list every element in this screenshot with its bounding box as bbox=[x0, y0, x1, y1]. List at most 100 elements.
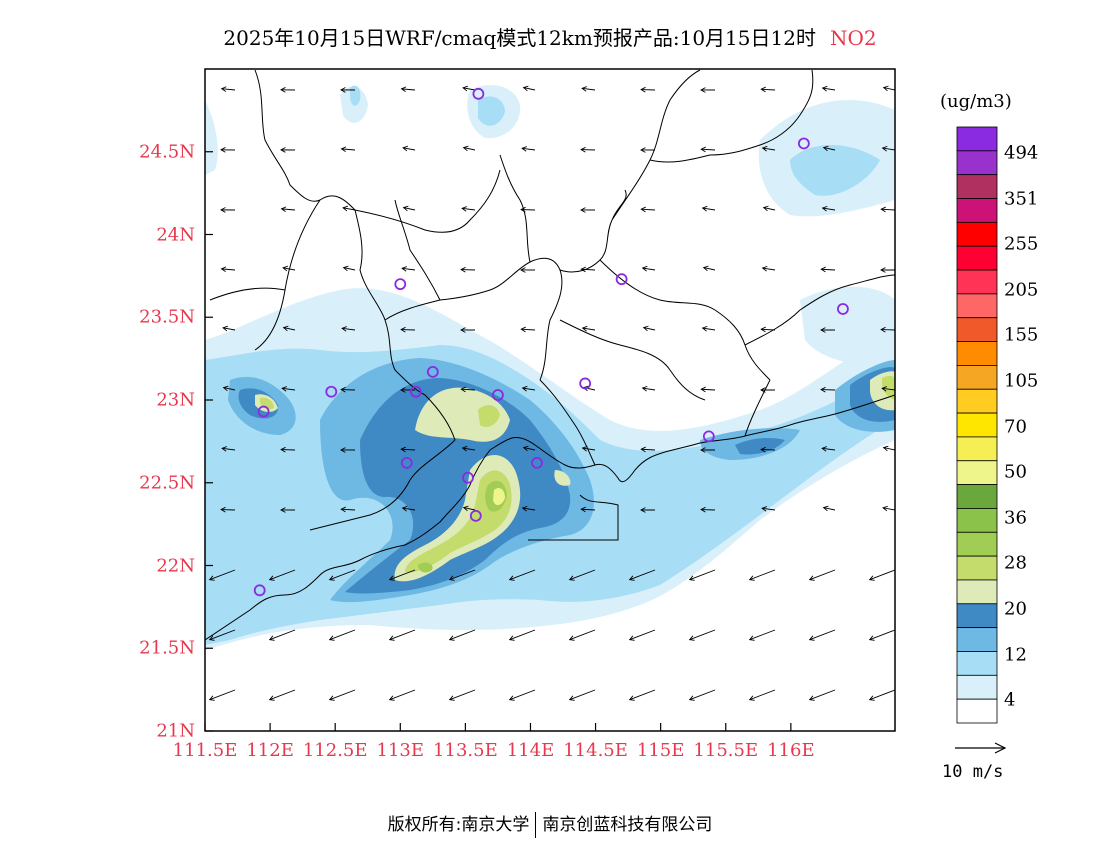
station-marker bbox=[469, 509, 482, 522]
wind-arrow bbox=[508, 569, 536, 581]
wind-arrow bbox=[868, 689, 895, 701]
wind-arrow bbox=[700, 447, 716, 453]
colorbar-swatch bbox=[956, 627, 998, 652]
wind-arrow bbox=[462, 85, 476, 92]
wind-arrow bbox=[761, 506, 776, 512]
latitude-label: 21N bbox=[156, 720, 195, 742]
wind-arrow bbox=[821, 446, 836, 452]
wind-arrow bbox=[641, 265, 656, 272]
wind-reference-arrow bbox=[955, 742, 1007, 754]
copyright-company: 南京创蓝科技有限公司 bbox=[542, 815, 713, 835]
wind-arrow bbox=[700, 87, 716, 93]
station-marker bbox=[410, 385, 422, 398]
wind-arrow bbox=[882, 85, 895, 92]
wind-arrow bbox=[568, 689, 596, 701]
wind-arrow bbox=[401, 505, 416, 512]
colorbar-swatch bbox=[956, 293, 998, 319]
wind-arrow bbox=[701, 325, 716, 332]
concentration-field bbox=[205, 85, 895, 650]
station-marker bbox=[472, 87, 485, 100]
concentration-contour-12 bbox=[478, 96, 505, 126]
colorbar-swatch bbox=[956, 698, 998, 724]
wind-arrow bbox=[640, 446, 656, 453]
wind-arrow bbox=[508, 689, 536, 701]
colorbar-swatch bbox=[956, 174, 998, 199]
wind-arrow bbox=[508, 629, 536, 641]
footer-copyright: 版权所有:南京大学 南京创蓝科技有限公司 bbox=[0, 810, 1100, 838]
wind-arrow bbox=[342, 205, 356, 212]
longitude-label: 113E bbox=[376, 740, 425, 761]
wind-arrow bbox=[222, 325, 236, 332]
wind-arrow bbox=[820, 266, 836, 273]
wind-arrow bbox=[580, 506, 596, 513]
colorbar-swatch bbox=[956, 412, 998, 438]
station-marker bbox=[253, 584, 266, 597]
city-boundary bbox=[209, 169, 706, 531]
wind-arrow bbox=[868, 569, 895, 581]
station-marker bbox=[579, 377, 592, 390]
wind-arrow bbox=[700, 506, 716, 513]
wind-arrow bbox=[820, 386, 836, 393]
wind-arrow bbox=[580, 146, 596, 153]
boundary-lines bbox=[205, 69, 895, 641]
colorbar-label: 255 bbox=[1004, 233, 1039, 255]
wind-arrow bbox=[581, 445, 596, 452]
wind-arrow bbox=[880, 326, 895, 333]
wind-arrow bbox=[340, 146, 356, 153]
colorbar-swatch bbox=[956, 674, 998, 700]
latitude-label: 24N bbox=[156, 224, 195, 245]
wind-arrow bbox=[880, 267, 895, 273]
wind-arrow bbox=[400, 86, 416, 93]
wind-arrow bbox=[760, 446, 776, 453]
wind-arrow bbox=[400, 387, 416, 393]
wind-arrow bbox=[220, 266, 236, 273]
wind-arrow bbox=[448, 569, 476, 581]
colorbar-label: 4 bbox=[1004, 689, 1016, 711]
wind-arrow bbox=[762, 205, 776, 212]
wind-arrow bbox=[280, 87, 296, 93]
wind-arrow bbox=[280, 507, 296, 513]
wind-arrow bbox=[340, 506, 356, 513]
wind-arrow bbox=[580, 266, 596, 273]
station-marker bbox=[492, 389, 504, 401]
wind-arrow bbox=[402, 205, 416, 212]
wind-arrow bbox=[640, 206, 656, 213]
colorbar-swatch bbox=[956, 460, 998, 486]
colorbar-swatch bbox=[956, 126, 998, 152]
latitude-label: 24.5N bbox=[139, 141, 195, 163]
title-species: NO2 bbox=[829, 26, 877, 50]
station-marker bbox=[531, 456, 543, 469]
wind-arrow bbox=[341, 326, 356, 332]
colorbar-swatch bbox=[956, 245, 998, 271]
colorbar-unit-label: (ug/m3) bbox=[940, 91, 1012, 112]
wind-arrow bbox=[688, 569, 716, 581]
wind-arrow bbox=[822, 145, 836, 152]
concentration-contour-50 bbox=[260, 397, 512, 573]
colorbar-label: 70 bbox=[1004, 416, 1027, 438]
wind-arrow bbox=[401, 266, 416, 272]
longitude-label: 113.5E bbox=[433, 740, 498, 761]
wind-arrow bbox=[881, 386, 895, 392]
wind-arrow bbox=[701, 205, 716, 212]
station-marker bbox=[615, 273, 628, 286]
station-marker bbox=[797, 137, 810, 150]
wind-arrow bbox=[208, 629, 236, 641]
wind-arrow bbox=[641, 385, 656, 392]
wind-arrow bbox=[568, 629, 596, 641]
wind-arrow bbox=[280, 446, 296, 453]
station-marker bbox=[257, 405, 270, 418]
concentration-contour-4 bbox=[800, 286, 895, 364]
wind-arrow bbox=[342, 265, 356, 272]
wind-arrow bbox=[460, 266, 476, 273]
footer-separator bbox=[535, 812, 537, 838]
longitude-label: 111.5E bbox=[172, 740, 238, 761]
colorbar-label: 105 bbox=[1004, 370, 1039, 392]
wind-arrow bbox=[522, 445, 536, 452]
wind-arrow bbox=[268, 689, 296, 701]
wind-arrow bbox=[220, 506, 236, 513]
wind-arrow bbox=[388, 569, 416, 581]
wind-arrow bbox=[821, 85, 836, 92]
colorbar-swatch bbox=[956, 198, 998, 223]
title-main: 2025年10月15日WRF/cmaq模式12km预报产品:10月15日12时 bbox=[223, 26, 816, 50]
